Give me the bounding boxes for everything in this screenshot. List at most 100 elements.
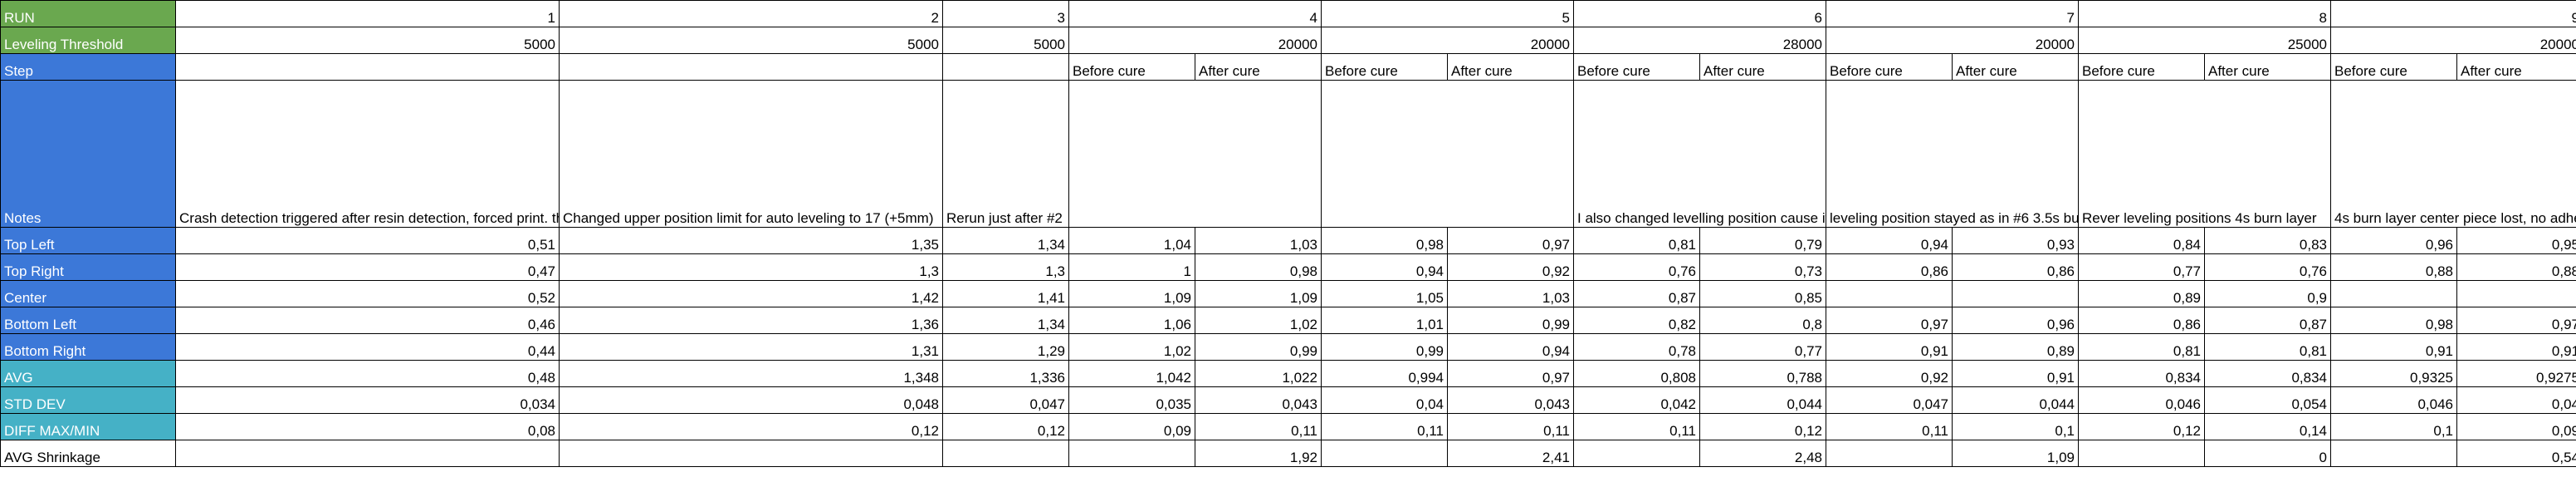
threshold-cell[interactable]: 20000 [1068, 27, 1322, 54]
run-3[interactable]: 3 [942, 0, 1069, 27]
data-cell[interactable]: 1,35 [559, 227, 943, 254]
step-cell-before[interactable]: Before cure [2078, 53, 2205, 81]
data-cell[interactable]: 0,86 [1826, 253, 1953, 281]
data-cell[interactable] [1826, 280, 1953, 307]
step-cell-before[interactable]: Before cure [1573, 53, 1700, 81]
data-cell[interactable]: 0,48 [175, 360, 560, 387]
data-cell[interactable]: 0,77 [2078, 253, 2205, 281]
run-2[interactable]: 2 [559, 0, 943, 27]
data-cell[interactable] [2456, 280, 2576, 307]
data-cell[interactable]: 0,09 [1068, 413, 1195, 440]
data-cell[interactable]: 0,84 [2078, 227, 2205, 254]
data-cell[interactable] [559, 440, 943, 467]
row-label-top-right[interactable]: Top Right [0, 253, 176, 281]
data-cell[interactable]: 1,09 [1952, 440, 2079, 467]
data-cell[interactable]: 0,9325 [2330, 360, 2457, 387]
data-cell[interactable]: 0,98 [1321, 227, 1448, 254]
data-cell[interactable]: 0,76 [1573, 253, 1700, 281]
data-cell[interactable] [175, 440, 560, 467]
data-cell[interactable]: 0,89 [2078, 280, 2205, 307]
data-cell[interactable]: 0,834 [2204, 360, 2331, 387]
run-8[interactable]: 8 [2078, 0, 2331, 27]
data-cell[interactable]: 0,94 [1826, 227, 1953, 254]
data-cell[interactable]: 0,043 [1195, 386, 1322, 414]
data-cell[interactable]: 0,81 [1573, 227, 1700, 254]
data-cell[interactable]: 0,94 [1447, 333, 1574, 361]
data-cell[interactable]: 1,02 [1195, 307, 1322, 334]
data-cell[interactable]: 1,41 [942, 280, 1069, 307]
threshold-cell[interactable]: 20000 [2330, 27, 2576, 54]
data-cell[interactable]: 1,3 [559, 253, 943, 281]
data-cell[interactable]: 0,96 [2330, 227, 2457, 254]
data-cell[interactable]: 0,97 [1826, 307, 1953, 334]
data-cell[interactable]: 1,042 [1068, 360, 1195, 387]
run-5[interactable]: 5 [1321, 0, 1574, 27]
data-cell[interactable]: 0,52 [175, 280, 560, 307]
data-cell[interactable]: 2,41 [1447, 440, 1574, 467]
data-cell[interactable]: 0,54 [2456, 440, 2576, 467]
data-cell[interactable] [1573, 440, 1700, 467]
data-cell[interactable]: 1,29 [942, 333, 1069, 361]
data-cell[interactable]: 0,047 [1826, 386, 1953, 414]
data-cell[interactable]: 0,054 [2204, 386, 2331, 414]
data-cell[interactable] [1952, 280, 2079, 307]
data-cell[interactable]: 0,93 [1952, 227, 2079, 254]
data-cell[interactable]: 0,87 [2204, 307, 2331, 334]
data-cell[interactable]: 0,1 [2330, 413, 2457, 440]
step-cell[interactable] [559, 53, 943, 81]
data-cell[interactable]: 1,336 [942, 360, 1069, 387]
data-cell[interactable]: 0,91 [2330, 333, 2457, 361]
data-cell[interactable]: 0,95 [2456, 227, 2576, 254]
data-cell[interactable]: 0,044 [1952, 386, 2079, 414]
notes-run-8[interactable]: Rever leveling positions 4s burn layer [2078, 80, 2331, 228]
data-cell[interactable]: 0,994 [1321, 360, 1448, 387]
data-cell[interactable]: 0,76 [2204, 253, 2331, 281]
step-cell[interactable] [942, 53, 1069, 81]
data-cell[interactable]: 0,87 [1573, 280, 1700, 307]
data-cell[interactable] [942, 440, 1069, 467]
data-cell[interactable]: 1,03 [1195, 227, 1322, 254]
run-7[interactable]: 7 [1826, 0, 2079, 27]
data-cell[interactable]: 0,97 [1447, 227, 1574, 254]
data-cell[interactable]: 0,9 [2204, 280, 2331, 307]
data-cell[interactable]: 0,89 [1952, 333, 2079, 361]
step-label[interactable]: Step [0, 53, 176, 81]
threshold-cell[interactable]: 5000 [942, 27, 1069, 54]
step-cell-before[interactable]: Before cure [2330, 53, 2457, 81]
row-label-diff[interactable]: DIFF MAX/MIN [0, 413, 176, 440]
data-cell[interactable]: 0,788 [1699, 360, 1826, 387]
notes-run-1[interactable]: Crash detection triggered after resin de… [175, 80, 560, 228]
data-cell[interactable]: 0,91 [2456, 333, 2576, 361]
data-cell[interactable]: 0,034 [175, 386, 560, 414]
data-cell[interactable]: 0,043 [1447, 386, 1574, 414]
data-cell[interactable]: 0,83 [2204, 227, 2331, 254]
data-cell[interactable]: 0,46 [175, 307, 560, 334]
row-label-top-left[interactable]: Top Left [0, 227, 176, 254]
data-cell[interactable]: 0,88 [2456, 253, 2576, 281]
data-cell[interactable]: 0,91 [1952, 360, 2079, 387]
step-cell-before[interactable]: Before cure [1321, 53, 1448, 81]
threshold-cell[interactable]: 5000 [175, 27, 560, 54]
data-cell[interactable]: 0,96 [1952, 307, 2079, 334]
data-cell[interactable]: 0,12 [559, 413, 943, 440]
data-cell[interactable]: 0,85 [1699, 280, 1826, 307]
step-cell-after[interactable]: After cure [1447, 53, 1574, 81]
data-cell[interactable]: 0,97 [1447, 360, 1574, 387]
step-cell-before[interactable]: Before cure [1068, 53, 1195, 81]
threshold-label[interactable]: Leveling Threshold [0, 27, 176, 54]
row-label-std-dev[interactable]: STD DEV [0, 386, 176, 414]
data-cell[interactable]: 0,44 [175, 333, 560, 361]
data-cell[interactable]: 1 [1068, 253, 1195, 281]
threshold-cell[interactable]: 25000 [2078, 27, 2331, 54]
data-cell[interactable]: 1,36 [559, 307, 943, 334]
data-cell[interactable]: 0,86 [2078, 307, 2205, 334]
data-cell[interactable]: 1,05 [1321, 280, 1448, 307]
data-cell[interactable]: 1,03 [1447, 280, 1574, 307]
step-cell-after[interactable]: After cure [2456, 53, 2576, 81]
data-cell[interactable]: 0 [2204, 440, 2331, 467]
data-cell[interactable]: 0,51 [175, 227, 560, 254]
data-cell[interactable]: 0,11 [1195, 413, 1322, 440]
notes-run-5[interactable] [1321, 80, 1574, 228]
step-cell[interactable] [175, 53, 560, 81]
row-label-bottom-right[interactable]: Bottom Right [0, 333, 176, 361]
